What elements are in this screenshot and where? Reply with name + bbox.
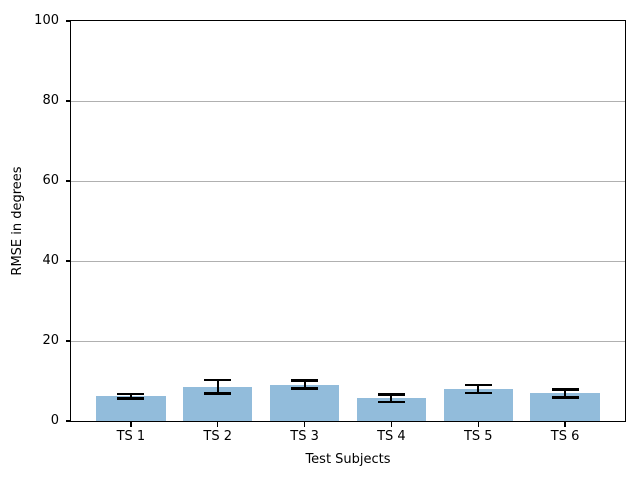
bar-ts-5	[443, 389, 513, 421]
x-tick-mark	[130, 422, 132, 428]
y-tick-mark	[66, 260, 71, 262]
error-bar-cap-bottom-ts-6	[551, 396, 579, 399]
y-tick-mark	[66, 20, 71, 22]
error-bar-cap-top-ts-5	[464, 383, 492, 387]
plot-area	[69, 19, 627, 423]
gridline-y40	[71, 260, 625, 262]
x-tick-mark	[303, 422, 306, 428]
x-tick-label-ts-1: TS 1	[116, 429, 146, 444]
bar-ts-4	[356, 398, 427, 421]
x-tick-label-ts-3: TS 3	[290, 429, 319, 444]
y-tick-label: 60	[42, 173, 59, 188]
error-bar-cap-bottom-ts-5	[464, 391, 492, 395]
error-bar-line-ts-2	[216, 379, 219, 394]
gridline-y80	[71, 100, 625, 102]
error-bar-line-ts-1	[129, 393, 132, 399]
error-bar-cap-top-ts-1	[117, 392, 145, 396]
bar-ts-3	[269, 384, 340, 421]
y-tick-mark	[66, 420, 71, 422]
x-tick-mark	[217, 422, 219, 428]
x-tick-label-ts-6: TS 6	[550, 429, 580, 444]
error-bar-line-ts-5	[477, 385, 480, 393]
error-bar-line-ts-3	[303, 380, 306, 389]
error-bar-cap-top-ts-6	[551, 388, 579, 391]
x-axis-label: Test Subjects	[305, 452, 391, 467]
x-tick-label-ts-2: TS 2	[203, 429, 233, 444]
error-bar-cap-bottom-ts-1	[117, 397, 145, 400]
bar-ts-1	[96, 396, 166, 421]
y-tick-label: 20	[42, 333, 59, 348]
x-tick-mark	[564, 422, 566, 428]
x-tick-label-ts-5: TS 5	[463, 429, 493, 444]
y-tick-label: 80	[42, 93, 59, 108]
y-tick-label: 40	[42, 253, 59, 268]
error-bar-line-ts-6	[564, 389, 567, 398]
error-bar-cap-top-ts-4	[377, 393, 405, 396]
x-tick-mark	[390, 422, 392, 428]
error-bar-cap-bottom-ts-3	[291, 387, 319, 390]
y-tick-mark	[66, 180, 71, 182]
y-tick-mark	[66, 340, 71, 342]
error-bar-cap-bottom-ts-2	[204, 392, 232, 395]
error-bar-cap-top-ts-2	[204, 378, 232, 382]
x-tick-mark	[477, 422, 479, 428]
x-tick-label-ts-4: TS 4	[377, 429, 406, 444]
y-tick-mark	[66, 100, 71, 102]
error-bar-line-ts-4	[390, 394, 393, 402]
y-tick-label: 0	[50, 413, 59, 428]
gridline-y60	[71, 180, 625, 182]
y-axis-label: RMSE in degrees	[10, 166, 25, 276]
gridline-y20	[71, 340, 625, 342]
y-tick-label: 100	[34, 13, 59, 28]
error-bar-cap-bottom-ts-4	[377, 400, 405, 404]
error-bar-cap-top-ts-3	[291, 379, 319, 382]
